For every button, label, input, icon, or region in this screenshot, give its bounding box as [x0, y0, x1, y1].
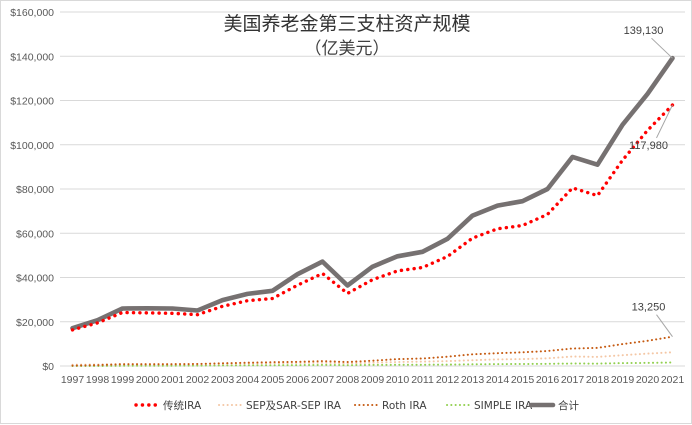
x-tick-label: 2007: [311, 374, 335, 386]
x-tick-label: 1997: [61, 374, 85, 386]
x-tick-label: 2004: [236, 374, 260, 386]
legend-label: 合计: [558, 399, 579, 412]
legend-label: 传统IRA: [163, 399, 202, 412]
legend-label: SEP及SAR-SEP IRA: [246, 400, 342, 412]
chart-subtitle: （亿美元）: [304, 39, 390, 59]
x-tick-label: 2005: [261, 374, 285, 386]
x-tick-label: 1998: [86, 374, 110, 386]
chart-title: 美国养老金第三支柱资产规模: [223, 13, 471, 35]
legend-label: SIMPLE IRA: [474, 400, 533, 412]
annotation-leader: [651, 37, 673, 59]
x-tick-label: 2017: [561, 374, 585, 386]
x-tick-label: 2001: [161, 374, 185, 386]
y-tick-label: $100,000: [10, 140, 54, 152]
y-tick-label: $140,000: [10, 51, 54, 63]
x-tick-label: 2014: [486, 374, 510, 386]
annotation-leader: [656, 104, 673, 139]
x-tick-label: 1999: [111, 374, 135, 386]
annotation-leader: [656, 314, 673, 337]
series-line: [70, 103, 675, 332]
y-tick-label: $60,000: [16, 228, 54, 240]
x-tick-label: 2015: [511, 374, 535, 386]
x-tick-label: 2009: [361, 374, 385, 386]
x-tick-label: 2021: [661, 374, 685, 386]
y-tick-label: $160,000: [10, 7, 54, 19]
x-tick-label: 2020: [636, 374, 660, 386]
x-tick-label: 2008: [336, 374, 360, 386]
data-label: 13,250: [632, 302, 666, 314]
y-tick-label: $120,000: [10, 96, 54, 108]
series-line: [71, 361, 674, 367]
x-tick-label: 2000: [136, 374, 160, 386]
legend-label: Roth IRA: [382, 400, 427, 412]
series-line: [71, 351, 674, 366]
x-tick-label: 2010: [386, 374, 410, 386]
y-tick-label: $0: [42, 361, 54, 373]
series-line: [70, 55, 675, 331]
y-tick-label: $40,000: [16, 273, 54, 285]
x-tick-label: 2018: [586, 374, 610, 386]
data-label: 139,130: [624, 25, 664, 37]
x-tick-label: 2013: [461, 374, 485, 386]
x-tick-label: 2016: [536, 374, 560, 386]
x-tick-label: 2006: [286, 374, 310, 386]
x-tick-label: 2003: [211, 374, 235, 386]
data-label: 117,980: [629, 140, 668, 152]
x-tick-label: 2011: [411, 374, 434, 386]
x-tick-label: 2019: [611, 374, 635, 386]
x-tick-label: 2002: [186, 374, 210, 386]
y-tick-label: $80,000: [16, 184, 54, 196]
y-tick-label: $20,000: [16, 317, 54, 329]
x-tick-label: 2012: [436, 374, 460, 386]
series-line: [71, 335, 674, 367]
